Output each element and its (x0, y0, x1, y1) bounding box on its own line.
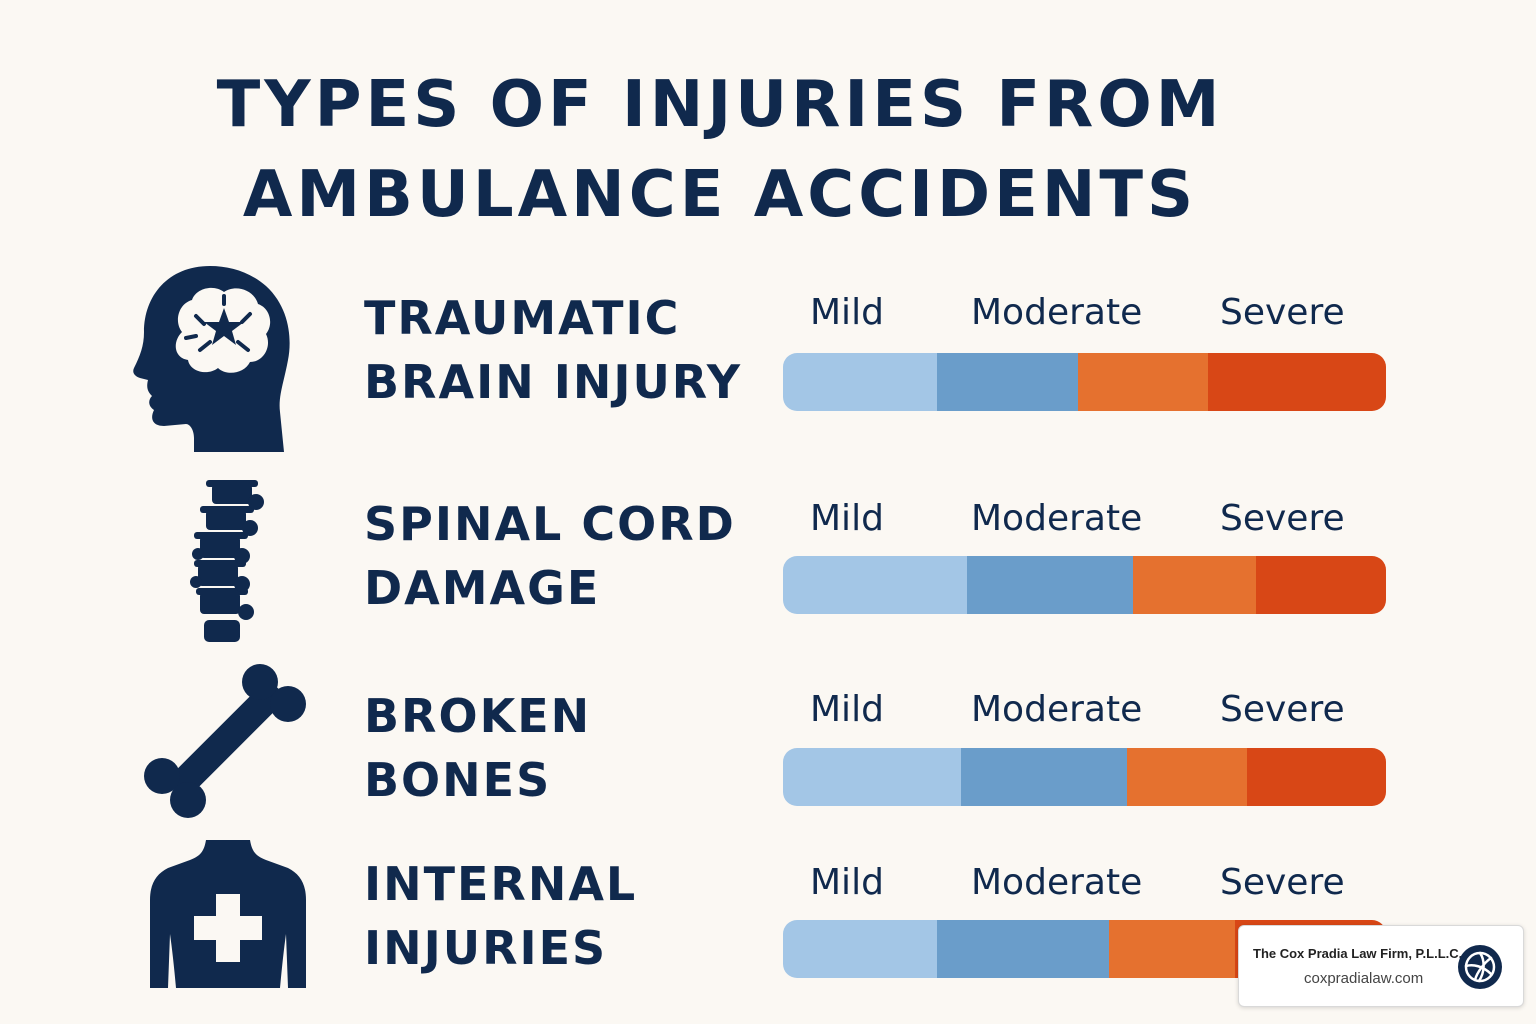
scale-mild-label: Mild (810, 862, 884, 903)
segment-mild (783, 748, 961, 806)
segment-severe-light (1078, 353, 1209, 411)
severity-scale-labels: Mild Moderate Severe (0, 496, 1536, 542)
injury-label: TRAUMATIC BRAIN INJURY (364, 291, 743, 409)
scale-severe-label: Severe (1220, 862, 1345, 903)
spine-icon (186, 478, 270, 646)
severity-scale-labels: Mild Moderate Severe (0, 290, 1536, 336)
severity-bar (783, 353, 1386, 411)
severity-scale-labels: Mild Moderate Severe (0, 860, 1536, 906)
title-line-1: TYPES OF INJURIES FROM (216, 68, 1224, 142)
injury-label: INTERNAL INJURIES (364, 857, 638, 975)
scale-severe-label: Severe (1220, 498, 1345, 539)
segment-severe-dark (1247, 748, 1386, 806)
page-title: TYPES OF INJURIES FROM AMBULANCE ACCIDEN… (0, 60, 1440, 240)
severity-scale-labels: Mild Moderate Severe (0, 687, 1536, 733)
segment-moderate (966, 556, 1133, 614)
torso-cross-icon (148, 838, 308, 988)
segment-mild (783, 920, 937, 978)
scale-moderate-label: Moderate (971, 498, 1143, 539)
firm-url[interactable]: coxpradialaw.com (1304, 970, 1424, 987)
scale-moderate-label: Moderate (971, 292, 1143, 333)
segment-severe-dark (1208, 353, 1386, 411)
segment-severe-light (1108, 920, 1236, 978)
injury-label: SPINAL CORD DAMAGE (364, 497, 736, 615)
volleyball-logo-icon (1457, 944, 1503, 994)
scale-mild-label: Mild (810, 292, 884, 333)
title-line-2: AMBULANCE ACCIDENTS (242, 158, 1198, 232)
bone-icon (142, 664, 308, 818)
scale-severe-label: Severe (1220, 292, 1345, 333)
firm-name: The Cox Pradia Law Firm, P.L.L.C. (1253, 946, 1463, 961)
segment-severe-dark (1256, 556, 1386, 614)
scale-severe-label: Severe (1220, 689, 1345, 730)
injury-label: BROKEN BONES (364, 689, 592, 807)
severity-bar (783, 556, 1386, 614)
scale-mild-label: Mild (810, 689, 884, 730)
scale-moderate-label: Moderate (971, 689, 1143, 730)
brain-head-icon (130, 262, 290, 454)
scale-mild-label: Mild (810, 498, 884, 539)
segment-moderate (936, 353, 1079, 411)
segment-moderate (936, 920, 1109, 978)
law-firm-badge[interactable]: The Cox Pradia Law Firm, P.L.L.C. coxpra… (1238, 925, 1524, 1007)
segment-moderate (960, 748, 1127, 806)
scale-moderate-label: Moderate (971, 862, 1143, 903)
severity-bar (783, 748, 1386, 806)
segment-severe-light (1132, 556, 1257, 614)
segment-severe-light (1126, 748, 1248, 806)
segment-mild (783, 353, 937, 411)
segment-mild (783, 556, 967, 614)
